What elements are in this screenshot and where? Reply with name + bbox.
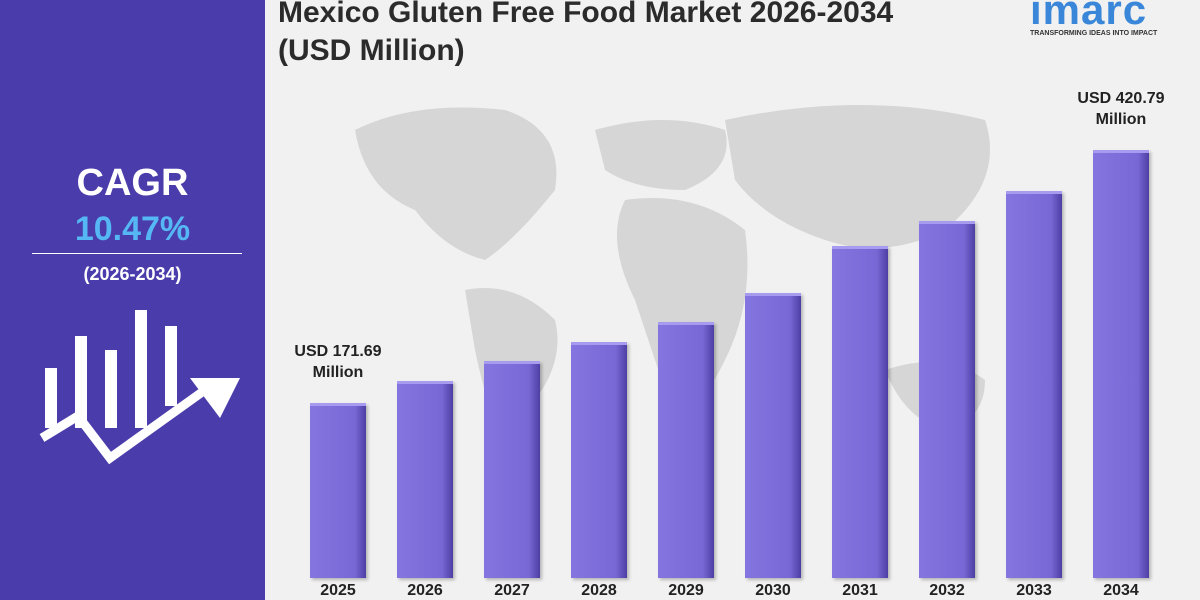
x-tick-label: 2030 [755,582,791,599]
bar [919,220,975,578]
x-tick-label: 2027 [494,582,530,599]
x-tick-label: 2032 [929,582,965,599]
cagr-period: (2026-2034) [83,264,182,284]
bar [658,321,714,578]
x-tick-label: 2031 [842,582,878,599]
tagline: TRANSFORMING IDEAS INTO IMPACT [1030,30,1158,37]
x-tick-label: 2026 [407,582,443,599]
x-tick-label: 2034 [1103,582,1139,599]
value-label: USD 420.79 Million [1077,90,1165,128]
bar [484,361,540,578]
x-tick-label: 2025 [320,582,356,599]
chart-title: Mexico Gluten Free Food Market 2026-2034… [278,0,894,67]
x-tick-label: 2029 [668,582,704,599]
growth-icon [39,310,240,465]
logo: imarc [1030,0,1148,33]
cagr-value: 10.47% [74,210,191,248]
bar [745,293,801,578]
bar [571,342,627,578]
value-label: USD 171.69 Million [294,343,382,382]
x-tick-label: 2028 [581,582,617,599]
cagr-label: CAGR [76,162,189,204]
bar [1093,150,1149,578]
bar [397,380,453,578]
divider [32,253,242,254]
bar [1006,191,1062,578]
x-tick-label: 2033 [1016,582,1052,599]
bar [310,403,366,578]
bar [832,246,888,578]
side-panel: CAGR 10.47% (2026-2034) [0,0,265,600]
world-map [355,105,990,450]
